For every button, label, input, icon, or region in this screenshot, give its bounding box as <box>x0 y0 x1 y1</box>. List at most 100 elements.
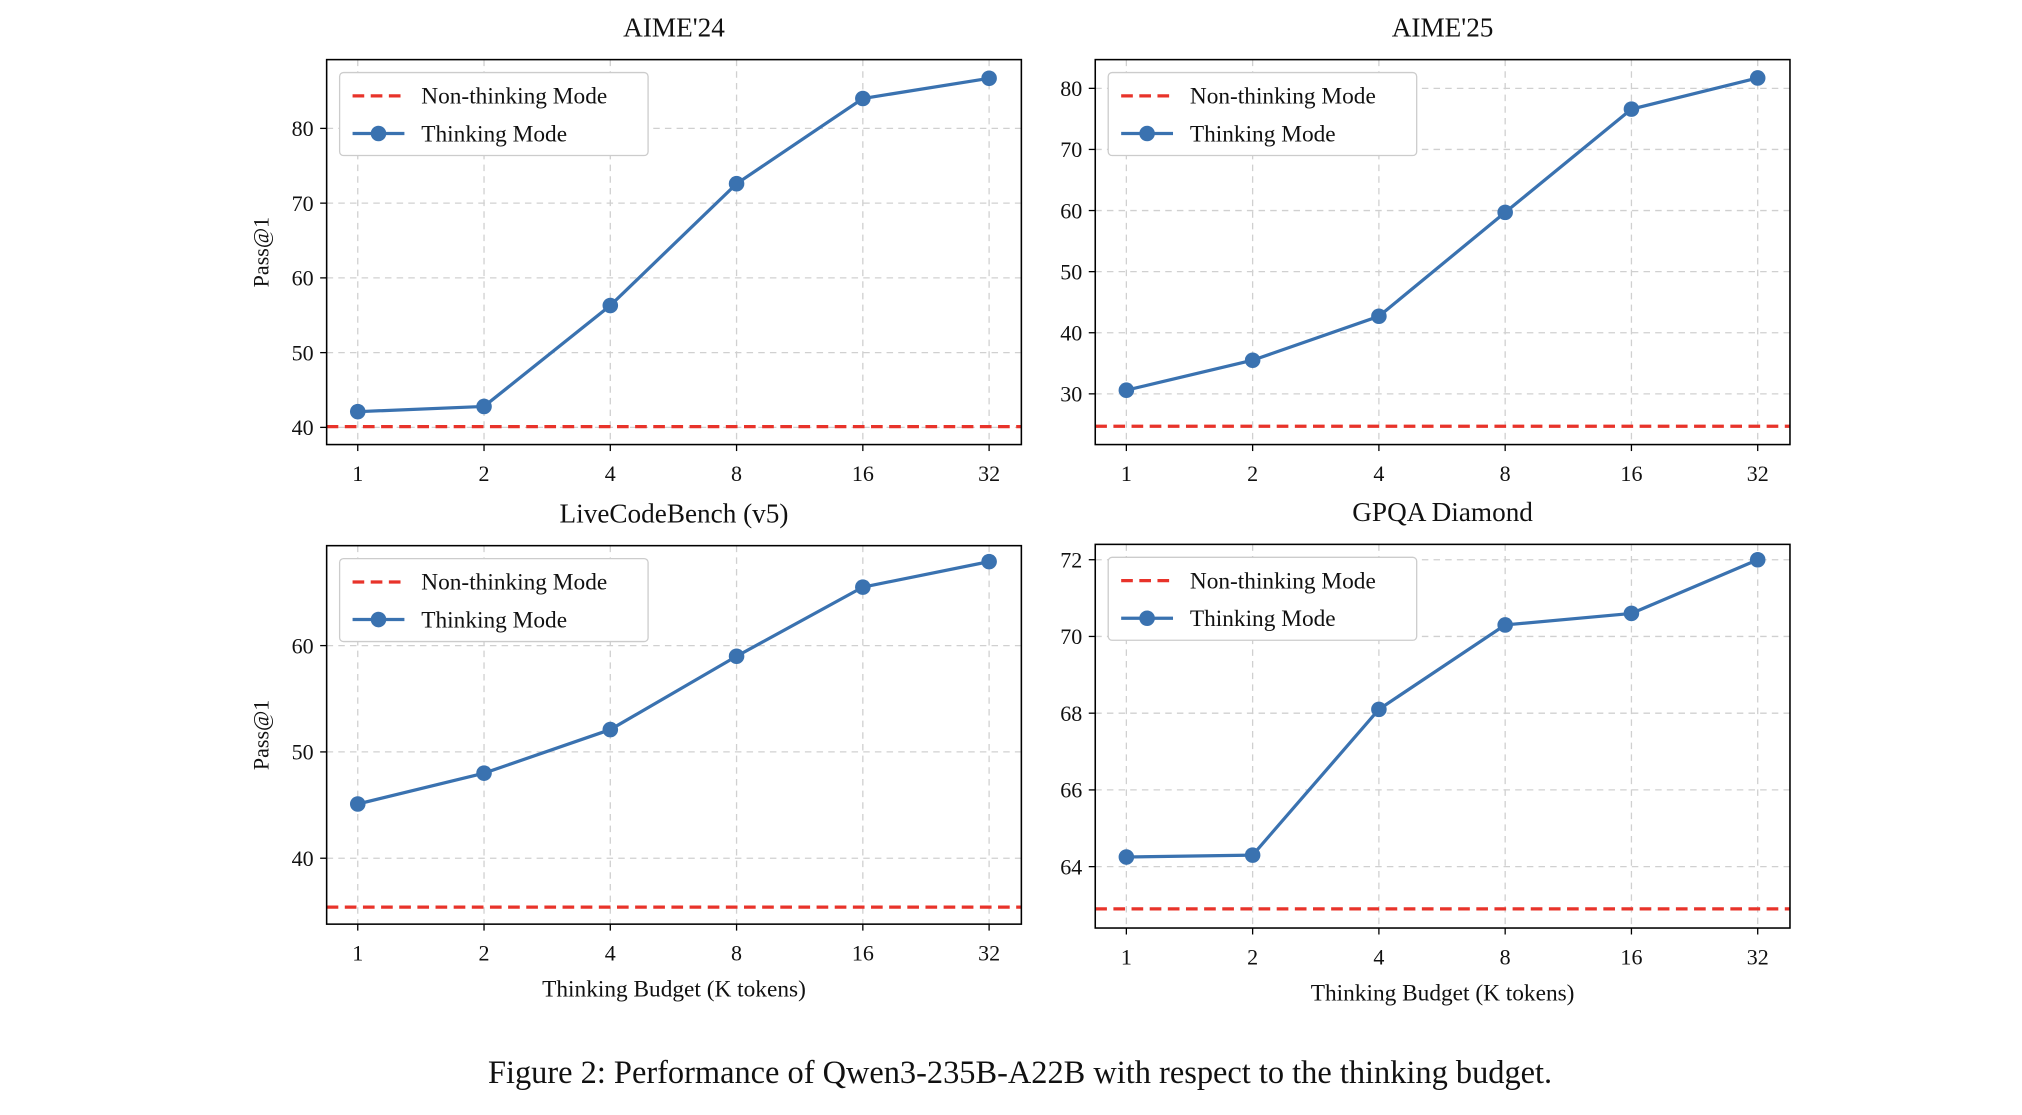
x-tick-label: 16 <box>1620 461 1642 486</box>
data-point <box>728 175 745 192</box>
caption: Figure 2: Performance of Qwen3-235B-A22B… <box>488 1055 1552 1091</box>
plot-frame <box>1094 58 1791 446</box>
data-point <box>1244 352 1261 369</box>
data-point <box>1749 70 1766 86</box>
data-point <box>602 721 619 738</box>
x-tick-label: 1 <box>1121 944 1132 969</box>
panel-title: AIME'25 <box>1392 12 1494 42</box>
legend-label: Thinking Mode <box>421 121 567 147</box>
panel-title: GPQA Diamond <box>1352 497 1533 527</box>
legend-label: Non-thinking Mode <box>421 570 607 596</box>
data-point <box>855 579 871 595</box>
panel-title: AIME'24 <box>623 12 725 42</box>
y-tick-label: 60 <box>292 266 314 291</box>
x-tick-label: 8 <box>731 461 742 486</box>
y-tick-label: 40 <box>1060 321 1082 346</box>
plot-frame <box>325 58 1023 446</box>
y-tick-label: 50 <box>1060 259 1082 284</box>
y-tick-label: 50 <box>292 340 314 365</box>
x-tick-label: 2 <box>479 461 490 486</box>
series-line <box>1126 558 1759 859</box>
data-point <box>981 70 997 87</box>
y-tick-label: 64 <box>1060 854 1082 879</box>
y-tick-label: 60 <box>292 633 314 658</box>
y-tick-label: 70 <box>1060 624 1082 649</box>
y-tick-label: 30 <box>1060 382 1082 407</box>
x-tick-label: 2 <box>479 940 490 965</box>
legend-marker <box>370 125 387 142</box>
data-point <box>1497 204 1513 221</box>
data-point <box>1623 101 1640 117</box>
panel: GPQA Diamond 64 66 68 70 72 1 2 4 8 16 32 Thinking B… <box>1060 497 1791 1007</box>
y-tick-label: 72 <box>1060 547 1082 572</box>
y-tick-label: 80 <box>1060 76 1082 101</box>
data-point <box>981 553 997 570</box>
x-tick-label: 32 <box>1747 944 1769 969</box>
data-point <box>1244 847 1261 863</box>
legend-frame <box>1107 71 1418 157</box>
y-axis-label: Pass@1 <box>248 700 273 770</box>
y-tick-label: 70 <box>292 191 314 216</box>
y-tick-label: 70 <box>1060 137 1082 162</box>
panel: LiveCodeBench (v5) 40 50 60 1 2 4 8 16 32 Pass@1 Th… <box>248 498 1023 1003</box>
legend-label: Thinking Mode <box>1190 606 1336 632</box>
data-point <box>1371 308 1387 325</box>
series-line <box>357 560 990 806</box>
x-tick-label: 16 <box>852 461 874 486</box>
data-point <box>728 648 745 665</box>
x-tick-label: 1 <box>1121 461 1132 486</box>
data-point <box>476 398 492 415</box>
y-tick-label: 68 <box>1060 701 1082 726</box>
legend-marker <box>370 611 387 628</box>
x-tick-label: 16 <box>1620 944 1642 969</box>
data-point <box>476 765 492 781</box>
x-axis-label: Thinking Budget (K tokens) <box>542 977 806 1003</box>
y-tick-label: 50 <box>292 740 314 765</box>
y-tick-label: 80 <box>292 116 314 141</box>
x-tick-label: 2 <box>1247 944 1258 969</box>
panel-title: LiveCodeBench (v5) <box>560 498 789 528</box>
legend-frame <box>338 71 649 157</box>
data-point <box>1749 551 1766 568</box>
x-tick-label: 4 <box>1373 461 1384 486</box>
x-axis-label: Thinking Budget (K tokens) <box>1311 981 1575 1007</box>
x-tick-label: 32 <box>978 940 1000 965</box>
x-tick-label: 8 <box>731 940 742 965</box>
data-point <box>349 403 366 420</box>
x-tick-label: 32 <box>978 461 1000 486</box>
legend-label: Non-thinking Mode <box>1190 84 1376 110</box>
x-tick-label: 4 <box>605 940 616 965</box>
y-tick-label: 60 <box>1060 198 1082 223</box>
legend-marker <box>1139 610 1155 627</box>
x-tick-label: 8 <box>1500 944 1511 969</box>
legend-label: Thinking Mode <box>1190 121 1336 147</box>
x-tick-label: 1 <box>352 461 363 486</box>
x-tick-label: 4 <box>605 461 616 486</box>
x-tick-label: 8 <box>1500 461 1511 486</box>
panel: AIME'25 30 40 50 60 70 80 1 2 4 8 16 32 Non-thinking … <box>1060 12 1791 486</box>
series-line <box>357 76 990 414</box>
x-tick-label: 4 <box>1373 944 1384 969</box>
x-tick-label: 32 <box>1747 461 1769 486</box>
y-tick-label: 66 <box>1060 778 1082 803</box>
panel: AIME'24 40 50 60 70 80 1 2 4 8 16 32 Pass@1 Non-think… <box>248 12 1023 486</box>
data-point <box>1118 382 1135 398</box>
y-axis-label: Pass@1 <box>248 217 273 287</box>
legend-frame <box>1107 556 1418 641</box>
data-point <box>1371 701 1387 718</box>
data-point <box>1623 605 1640 622</box>
legend-label: Thinking Mode <box>421 607 567 633</box>
x-tick-label: 16 <box>852 940 874 965</box>
data-point <box>1118 849 1135 865</box>
legend-marker <box>1139 125 1155 142</box>
legend-frame <box>338 557 649 643</box>
plot-frame <box>325 544 1023 925</box>
y-tick-label: 40 <box>292 415 314 440</box>
series-line <box>1125 76 1759 392</box>
data-point <box>349 796 366 812</box>
data-point <box>1497 617 1513 633</box>
data-point <box>602 297 619 314</box>
y-tick-label: 40 <box>292 846 314 871</box>
x-tick-label: 2 <box>1247 461 1258 486</box>
